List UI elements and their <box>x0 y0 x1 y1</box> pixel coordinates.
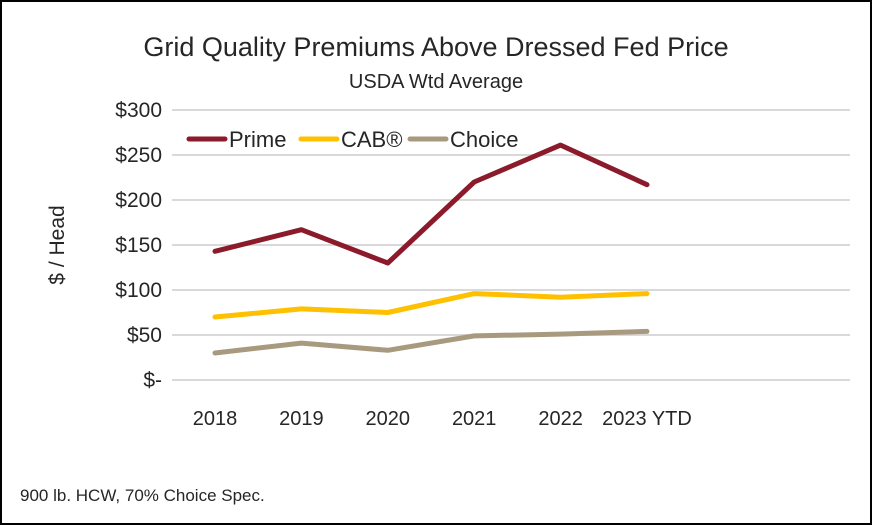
y-tick-label: $200 <box>115 189 162 212</box>
legend-label: CAB® <box>341 127 402 152</box>
x-tick-label: 2023 YTD <box>602 408 692 430</box>
y-tick-label: $50 <box>127 324 162 347</box>
y-tick-label: $250 <box>115 144 162 167</box>
y-tick-label: $300 <box>115 99 162 122</box>
y-tick-label: $150 <box>115 234 162 257</box>
y-axis-label: $ / Head <box>46 205 69 284</box>
x-tick-label: 2022 <box>538 408 583 430</box>
series-line-prime <box>212 142 650 266</box>
chart-subtitle: USDA Wtd Average <box>349 71 523 93</box>
y-tick-label: $100 <box>115 279 162 302</box>
legend-label: Choice <box>450 127 518 152</box>
x-tick-label: 2021 <box>452 408 497 430</box>
footnote: 900 lb. HCW, 70% Choice Spec. <box>20 486 265 505</box>
series-line-choice <box>212 328 650 356</box>
chart-title: Grid Quality Premiums Above Dressed Fed … <box>143 32 728 62</box>
x-tick-label: 2020 <box>366 408 411 430</box>
y-tick-label: $- <box>143 369 162 392</box>
x-tick-label: 2018 <box>193 408 238 430</box>
x-tick-label: 2019 <box>279 408 324 430</box>
series-line-cab <box>212 291 650 320</box>
legend-label: Prime <box>229 127 286 152</box>
